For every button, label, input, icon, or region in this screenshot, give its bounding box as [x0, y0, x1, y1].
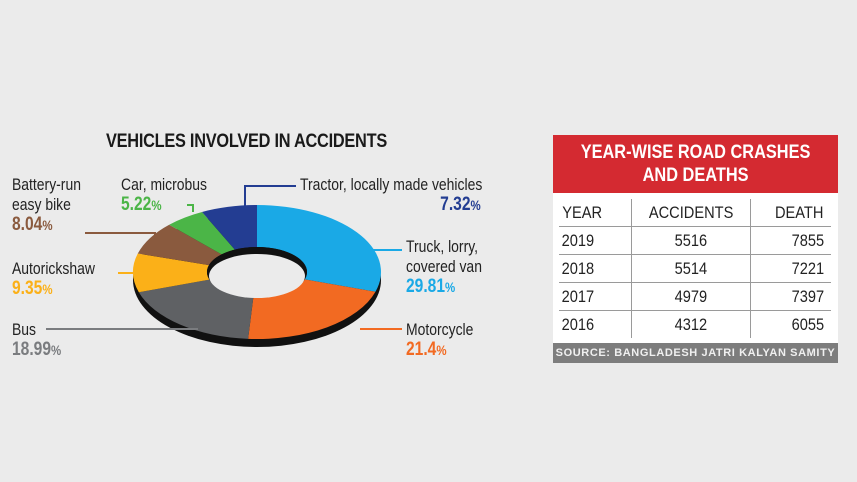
donut-slice [169, 211, 235, 255]
donut-slice [137, 224, 222, 266]
label-battery-pct: 8.04% [12, 214, 53, 235]
cell-year: 2017 [559, 282, 632, 311]
donut-hole [209, 254, 305, 298]
cell-death: 7397 [750, 282, 831, 311]
label-moto: Motorcycle 21.4% [406, 320, 473, 360]
col-accidents: ACCIDENTS [631, 199, 751, 227]
table-title-line1: YEAR-WISE ROAD CRASHES [580, 142, 811, 163]
label-auto-name: Autorickshaw [12, 259, 95, 278]
cell-death: 6055 [791, 314, 825, 334]
donut-slice [257, 205, 381, 292]
col-year: YEAR [559, 199, 632, 227]
label-bus-name: Bus [12, 320, 37, 339]
label-truck-pct: 29.81% [406, 276, 456, 297]
col-death: DEATH [750, 199, 831, 227]
table-row: 2016 4312 6055 [559, 310, 831, 338]
table-title-line2: AND DEATHS [642, 165, 749, 186]
crash-table-card: YEAR-WISE ROAD CRASHES AND DEATHS YEAR A… [553, 135, 838, 363]
table-title: YEAR-WISE ROAD CRASHES AND DEATHS [553, 135, 838, 193]
donut-slice [133, 253, 210, 293]
label-moto-pct: 21.4% [406, 339, 447, 360]
label-auto-pct: 9.35% [12, 278, 53, 299]
cell-accidents: 5514 [631, 254, 751, 283]
table-header-row: YEAR ACCIDENTS DEATH [559, 199, 831, 227]
table-row: 2018 5514 7221 [559, 254, 831, 283]
label-tractor-pct: 7.32% [440, 194, 481, 215]
label-battery-name2: easy bike [12, 195, 71, 214]
leader-line [187, 204, 194, 212]
table-row: 2017 4979 7397 [559, 282, 831, 311]
donut-slice [202, 205, 257, 250]
label-truck: Truck, lorry, covered van 29.81% [406, 237, 482, 297]
label-auto: Autorickshaw 9.35% [12, 259, 95, 299]
cell-year: 2019 [559, 226, 632, 255]
label-car-pct: 5.22% [121, 194, 162, 215]
label-bus: Bus 18.99% [12, 320, 61, 360]
source-note: SOURCE: BANGLADESH JATRI KALYAN SAMITY [553, 343, 838, 363]
label-battery: Battery-run easy bike 8.04% [12, 175, 81, 235]
label-truck-name: Truck, lorry, [406, 237, 479, 256]
label-car-name: Car, microbus [121, 175, 207, 194]
label-tractor: Tractor, locally made vehicles 7.32% [300, 175, 482, 215]
cell-accidents: 4312 [631, 310, 751, 338]
donut-slice [138, 279, 254, 339]
label-tractor-name: Tractor, locally made vehicles [300, 175, 483, 194]
leader-line [244, 185, 296, 222]
label-moto-name: Motorcycle [406, 320, 474, 339]
table-row: 2019 5516 7855 [559, 226, 831, 255]
cell-death: 7221 [750, 254, 831, 283]
leader-line [85, 232, 156, 242]
pie-chart-title: VEHICLES INVOLVED IN ACCIDENTS [106, 131, 387, 152]
cell-accidents: 5516 [631, 226, 751, 255]
label-battery-name: Battery-run [12, 175, 81, 194]
crash-table: YEAR ACCIDENTS DEATH 2019 5516 7855 2018… [559, 199, 831, 338]
cell-year: 2018 [559, 254, 632, 283]
label-car: Car, microbus 5.22% [121, 175, 207, 215]
cell-year: 2016 [559, 310, 632, 338]
label-bus-pct: 18.99% [12, 339, 62, 360]
cell-accidents: 4979 [631, 282, 751, 311]
cell-death: 7855 [750, 226, 831, 255]
label-truck-name2: covered van [406, 257, 482, 276]
